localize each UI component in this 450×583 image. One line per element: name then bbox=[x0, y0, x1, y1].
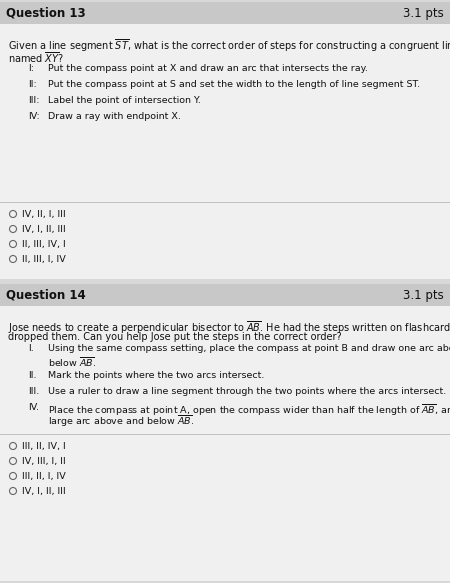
Text: II.: II. bbox=[28, 371, 36, 380]
Bar bbox=[0, 284, 450, 306]
Text: IV, II, I, III: IV, II, I, III bbox=[22, 210, 66, 219]
Text: IV, I, II, III: IV, I, II, III bbox=[22, 225, 66, 234]
Text: below $\overline{AB}$.: below $\overline{AB}$. bbox=[48, 355, 96, 369]
Text: Question 13: Question 13 bbox=[6, 7, 85, 20]
Text: II, III, IV, I: II, III, IV, I bbox=[22, 240, 66, 249]
Text: Draw a ray with endpoint X.: Draw a ray with endpoint X. bbox=[48, 112, 181, 121]
Text: I:: I: bbox=[28, 64, 34, 73]
Bar bbox=[0, 24, 450, 279]
Text: Put the compass point at X and draw an arc that intersects the ray.: Put the compass point at X and draw an a… bbox=[48, 64, 368, 73]
Text: III.: III. bbox=[28, 387, 39, 396]
Text: IV, III, I, II: IV, III, I, II bbox=[22, 457, 66, 466]
Text: II:: II: bbox=[28, 80, 37, 89]
Text: Place the compass at point A, open the compass wider than half the length of $\o: Place the compass at point A, open the c… bbox=[48, 403, 450, 419]
Text: named $\overline{XY}$?: named $\overline{XY}$? bbox=[8, 50, 64, 65]
Text: dropped them. Can you help Jose put the steps in the correct order?: dropped them. Can you help Jose put the … bbox=[8, 332, 342, 342]
Bar bbox=[0, 279, 450, 284]
Text: III, II, IV, I: III, II, IV, I bbox=[22, 442, 66, 451]
Text: I.: I. bbox=[28, 344, 34, 353]
Text: III, II, I, IV: III, II, I, IV bbox=[22, 472, 66, 481]
Text: 3.1 pts: 3.1 pts bbox=[403, 7, 444, 20]
Text: Put the compass point at S and set the width to the length of line segment ST.: Put the compass point at S and set the w… bbox=[48, 80, 420, 89]
Bar bbox=[0, 434, 450, 435]
Text: Given a line segment $\overline{ST}$, what is the correct order of steps for con: Given a line segment $\overline{ST}$, wh… bbox=[8, 38, 450, 54]
Text: IV.: IV. bbox=[28, 403, 39, 412]
Text: Using the same compass setting, place the compass at point B and draw one arc ab: Using the same compass setting, place th… bbox=[48, 344, 450, 353]
Bar bbox=[0, 202, 450, 203]
Text: Mark the points where the two arcs intersect.: Mark the points where the two arcs inter… bbox=[48, 371, 265, 380]
Text: 3.1 pts: 3.1 pts bbox=[403, 289, 444, 302]
Text: Question 14: Question 14 bbox=[6, 289, 86, 302]
Text: IV, I, II, III: IV, I, II, III bbox=[22, 487, 66, 496]
Text: Label the point of intersection Y.: Label the point of intersection Y. bbox=[48, 96, 201, 105]
Text: II, III, I, IV: II, III, I, IV bbox=[22, 255, 66, 264]
Text: Use a ruler to draw a line segment through the two points where the arcs interse: Use a ruler to draw a line segment throu… bbox=[48, 387, 446, 396]
Text: IV:: IV: bbox=[28, 112, 40, 121]
Text: Jose needs to create a perpendicular bisector to $\overline{AB}$. He had the ste: Jose needs to create a perpendicular bis… bbox=[8, 320, 450, 336]
Text: III:: III: bbox=[28, 96, 40, 105]
Bar bbox=[0, 306, 450, 581]
Bar bbox=[0, 2, 450, 24]
Text: large arc above and below $\overline{AB}$.: large arc above and below $\overline{AB}… bbox=[48, 414, 194, 429]
